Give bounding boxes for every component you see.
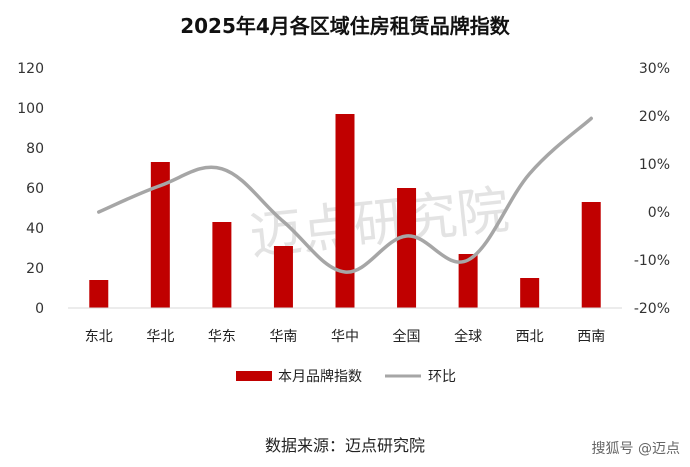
- category-label: 华东: [208, 329, 236, 345]
- category-label: 西北: [516, 329, 544, 345]
- legend-bar-label: 本月品牌指数: [278, 368, 362, 385]
- category-label: 全球: [454, 328, 482, 345]
- footer-tag: 搜狐号 @迈点: [591, 441, 680, 457]
- right-tick-label: -10%: [634, 253, 670, 269]
- legend-bar-swatch: [236, 371, 272, 381]
- bar-东北: [89, 280, 109, 308]
- bar-华东: [212, 222, 232, 308]
- source-note: 数据来源：迈点研究院: [264, 436, 425, 455]
- bar-华北: [150, 162, 170, 308]
- category-label: 华北: [146, 329, 174, 345]
- x-axis: 东北 华北 华东 华南 华中 全国 全球 西北 西南: [85, 328, 605, 345]
- left-tick-label: 120: [17, 61, 44, 77]
- right-tick-label: 10%: [639, 157, 670, 173]
- chart-title: 2025年4月各区域住房租赁品牌指数: [180, 14, 510, 38]
- right-tick-label: 30%: [639, 61, 670, 77]
- left-tick-label: 20: [26, 261, 44, 277]
- left-tick-label: 100: [17, 101, 44, 117]
- right-tick-label: 0%: [648, 205, 670, 221]
- bar-华中: [335, 114, 355, 308]
- right-tick-label: 20%: [639, 109, 670, 125]
- left-tick-label: 40: [26, 221, 44, 237]
- category-label: 全国: [393, 328, 421, 345]
- category-label: 西南: [577, 329, 605, 345]
- left-tick-label: 80: [26, 141, 44, 157]
- right-tick-label: -20%: [634, 301, 670, 317]
- bar-西南: [581, 202, 601, 308]
- category-label: 华中: [331, 329, 359, 345]
- line-layer: [97, 116, 593, 274]
- left-tick-label: 0: [35, 301, 44, 317]
- legend: 本月品牌指数 环比: [236, 368, 456, 385]
- category-label: 东北: [85, 329, 113, 345]
- category-label: 华南: [269, 329, 297, 345]
- line-series-huanbi: [97, 116, 593, 274]
- bars-layer: [68, 114, 622, 309]
- bar-华南: [273, 246, 293, 308]
- bar-西北: [520, 278, 540, 308]
- legend-line-label: 环比: [428, 369, 456, 385]
- right-axis: -20% -10% 0% 10% 20% 30%: [634, 61, 670, 317]
- left-tick-label: 60: [26, 181, 44, 197]
- left-axis: 0 20 40 60 80 100 120: [17, 61, 44, 317]
- bar-全球: [458, 254, 478, 308]
- bar-全国: [397, 188, 417, 308]
